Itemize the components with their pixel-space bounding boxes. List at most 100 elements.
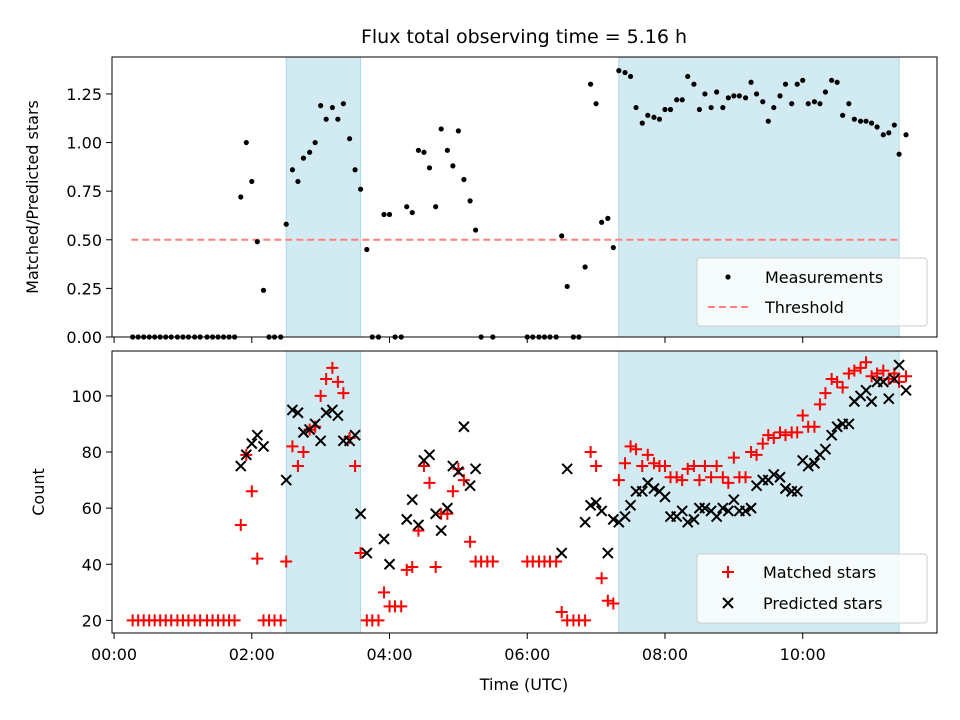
bottom-y-tick-label: 40 <box>82 555 102 574</box>
predicted-star-point <box>883 392 895 405</box>
matched-star-point <box>900 370 913 383</box>
measurement-point <box>381 211 387 218</box>
measurement-point <box>433 204 439 210</box>
predicted-star-point <box>825 429 838 441</box>
top-y-tick-label: 0.75 <box>66 182 102 201</box>
matched-star-point <box>331 375 344 388</box>
matched-star-point <box>762 429 775 442</box>
legend-predicted-label: Predicted stars <box>763 594 883 613</box>
measurement-point <box>662 106 668 113</box>
measurement-point <box>559 233 565 239</box>
measurement-point <box>318 103 324 109</box>
measurement-point <box>312 139 318 146</box>
measurement-point <box>771 104 777 111</box>
predicted-star-point <box>745 502 757 514</box>
predicted-star-point <box>699 502 711 514</box>
matched-star-point <box>893 375 906 388</box>
measurement-point <box>679 97 685 103</box>
measurement-point <box>438 126 444 132</box>
predicted-star-point <box>900 384 912 396</box>
measurement-point <box>857 118 864 124</box>
measurement-point <box>667 106 674 113</box>
matched-star-point <box>412 524 425 537</box>
legend-threshold-label: Threshold <box>764 298 844 317</box>
measurement-point <box>421 149 427 155</box>
predicted-star-point <box>843 418 855 430</box>
bottom-y-axis-label: Count <box>29 468 48 516</box>
measurement-point <box>335 116 341 122</box>
matched-star-point <box>676 474 689 487</box>
predicted-star-point <box>607 513 620 526</box>
matched-star-point <box>710 460 723 473</box>
matched-star-point <box>579 614 592 627</box>
matched-star-point <box>406 561 419 574</box>
matched-star-point <box>607 597 620 610</box>
measurement-point <box>593 101 599 107</box>
predicted-star-point <box>292 407 304 419</box>
matched-star-point <box>739 471 752 484</box>
measurement-point <box>639 120 645 126</box>
matched-star-point <box>464 535 477 548</box>
matched-star-point <box>687 460 700 473</box>
measurement-point <box>874 124 880 130</box>
measurement-point <box>736 93 742 99</box>
legend-matched-marker <box>722 566 734 578</box>
measurement-point <box>702 91 708 97</box>
measurement-point <box>455 128 461 134</box>
predicted-star-point <box>659 491 671 503</box>
measurement-point <box>300 155 307 161</box>
predicted-star-point <box>590 496 602 509</box>
measurement-point <box>696 106 703 113</box>
matched-star-point <box>372 614 385 627</box>
measurement-point <box>473 227 479 233</box>
bottom-y-tick-label: 20 <box>82 611 102 630</box>
predicted-star-point <box>561 463 573 475</box>
predicted-star-point <box>791 485 803 498</box>
x-tick-label: 00:00 <box>91 645 137 664</box>
measurement-point <box>610 244 616 251</box>
predicted-star-point <box>378 533 390 545</box>
predicted-star-point <box>602 547 614 559</box>
bottom-y-tick-label: 80 <box>82 443 102 462</box>
measurement-point <box>777 93 783 99</box>
matched-star-point <box>417 460 430 473</box>
matched-star-point <box>286 440 299 453</box>
matched-star-point <box>280 555 293 568</box>
matched-star-point <box>297 446 310 459</box>
measurement-point <box>329 104 335 111</box>
measurement-point <box>307 149 313 155</box>
measurement-point <box>627 73 634 80</box>
measurement-point <box>880 132 886 138</box>
matched-star-point <box>854 361 867 374</box>
predicted-star-point <box>235 460 247 472</box>
predicted-star-point <box>893 359 905 371</box>
predicted-star-point <box>636 485 648 498</box>
matched-star-point <box>624 440 637 453</box>
measurement-point <box>714 89 720 95</box>
measurement-point <box>358 186 364 192</box>
figure-title: Flux total observing time = 5.16 h <box>361 26 687 48</box>
matched-star-point <box>291 460 304 473</box>
matched-star-point <box>693 474 706 487</box>
predicted-star-point <box>429 508 442 520</box>
measurement-point <box>811 99 818 105</box>
matched-star-point <box>670 471 683 484</box>
matched-star-point <box>486 555 499 568</box>
measurement-point <box>691 81 697 87</box>
top-y-tick-label: 0.25 <box>66 279 102 298</box>
predicted-star-point <box>251 429 264 441</box>
measurement-point <box>386 211 393 218</box>
matched-star-point <box>750 448 763 461</box>
measurement-point <box>822 89 829 95</box>
predicted-star-point <box>354 508 367 520</box>
measurement-point <box>789 101 795 107</box>
matched-star-point <box>819 387 832 400</box>
predicted-star-point <box>452 465 465 478</box>
measurement-point <box>599 219 605 225</box>
predicted-star-point <box>309 418 321 430</box>
predicted-star-point <box>361 547 373 559</box>
measurement-point <box>805 101 811 107</box>
matched-star-point <box>865 370 878 383</box>
matched-star-point <box>429 561 442 574</box>
matched-star-point <box>860 356 873 369</box>
